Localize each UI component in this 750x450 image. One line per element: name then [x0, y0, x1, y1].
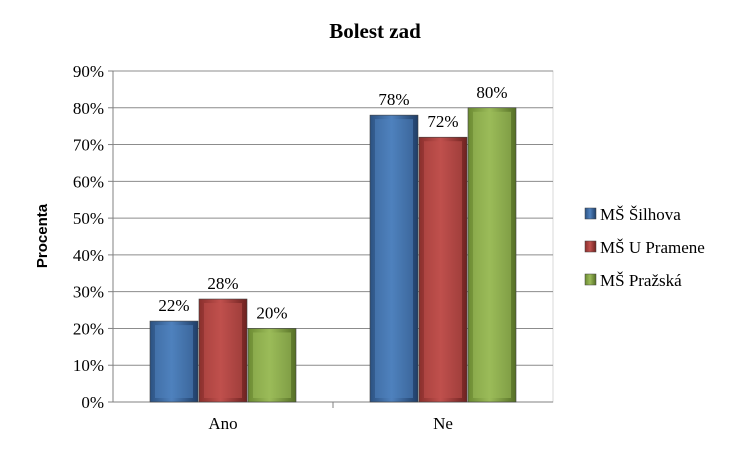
legend-label: MŠ Šilhova: [600, 205, 681, 224]
y-tick-label: 80%: [73, 99, 104, 118]
data-label: 22%: [158, 296, 189, 315]
y-tick-label: 60%: [73, 172, 104, 191]
bar-highlight: [204, 303, 242, 398]
chart-title: Bolest zad: [329, 19, 421, 43]
bar-highlight: [424, 141, 462, 398]
y-tick-label: 10%: [73, 356, 104, 375]
legend-label: MŠ U Pramene: [600, 238, 705, 257]
legend-swatch: [584, 240, 597, 253]
legend-swatch: [584, 273, 597, 286]
plot-area: 0% 10% 20% 30% 40% 50% 60% 70% 80% 90% Ano 22% 28% 20…: [73, 62, 554, 433]
data-label: 20%: [256, 303, 287, 322]
y-tick-label: 20%: [73, 319, 104, 338]
y-axis-label: Procenta: [34, 203, 51, 268]
y-tick-label: 40%: [73, 246, 104, 265]
y-tick-label: 50%: [73, 209, 104, 228]
y-tick-label: 90%: [73, 62, 104, 81]
bar-highlight: [253, 332, 291, 398]
data-label: 80%: [476, 83, 507, 102]
legend: MŠ Šilhova MŠ U Pramene MŠ Pražská: [584, 205, 705, 290]
bar-highlight: [155, 325, 193, 398]
data-label: 72%: [427, 112, 458, 131]
bar-highlight: [473, 111, 511, 399]
y-tick-label: 30%: [73, 283, 104, 302]
x-tick-label: Ano: [208, 414, 237, 433]
legend-label: MŠ Pražská: [600, 271, 682, 290]
y-tick-label: 0%: [81, 393, 104, 412]
legend-swatch: [584, 207, 597, 220]
x-tick-label: Ne: [433, 414, 453, 433]
y-tick-label: 70%: [73, 136, 104, 155]
data-label: 28%: [207, 274, 238, 293]
data-label: 78%: [378, 90, 409, 109]
bar-highlight: [375, 119, 413, 398]
